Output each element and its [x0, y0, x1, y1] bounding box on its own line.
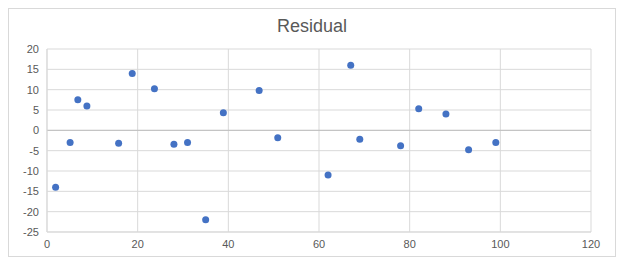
- svg-text:-15: -15: [23, 185, 39, 197]
- svg-text:40: 40: [222, 238, 234, 250]
- svg-text:-20: -20: [23, 206, 39, 218]
- svg-text:20: 20: [132, 238, 144, 250]
- svg-text:100: 100: [491, 238, 509, 250]
- svg-text:0: 0: [33, 124, 39, 136]
- svg-text:10: 10: [27, 84, 39, 96]
- svg-text:15: 15: [27, 63, 39, 75]
- svg-text:0: 0: [44, 238, 50, 250]
- svg-text:5: 5: [33, 104, 39, 116]
- svg-text:80: 80: [404, 238, 416, 250]
- svg-text:20: 20: [27, 43, 39, 55]
- svg-text:-5: -5: [29, 145, 39, 157]
- svg-text:60: 60: [313, 238, 325, 250]
- svg-text:120: 120: [582, 238, 600, 250]
- html-text:Residual: Residual: [277, 16, 347, 36]
- svg-text:-25: -25: [23, 226, 39, 238]
- svg-text:-10: -10: [23, 165, 39, 177]
